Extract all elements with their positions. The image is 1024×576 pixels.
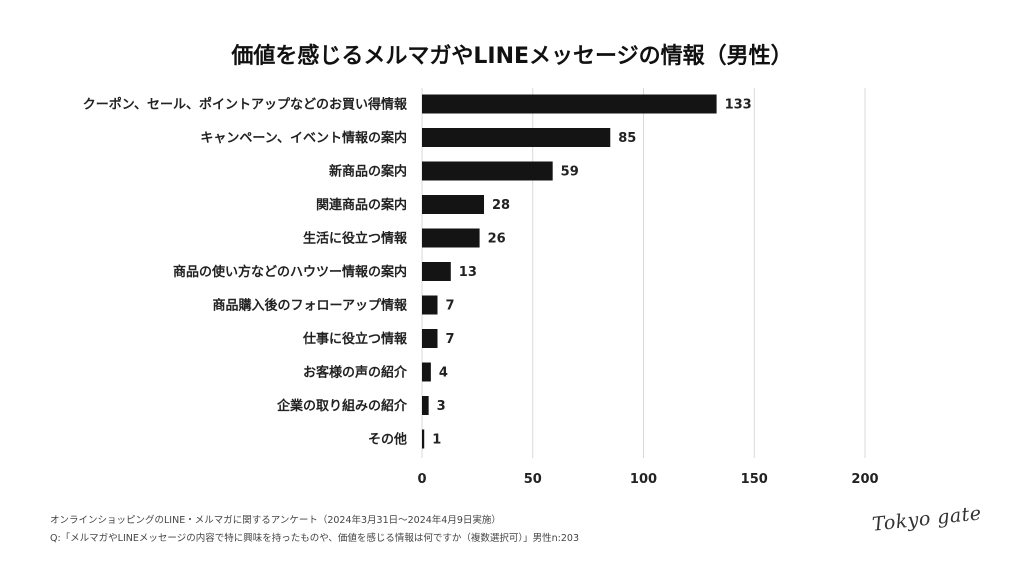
- category-label: 生活に役立つ情報: [303, 231, 408, 247]
- label-layer: クーポン、セール、ポイントアップなどのお買い得情報 133キャンペーン、イベント情…: [83, 97, 752, 448]
- value-label: 7: [446, 299, 455, 314]
- question-note: Q:「メルマガやLINEメッセージの内容で特に興味を持ったものや、価値を感じる情…: [50, 533, 580, 544]
- value-label: 13: [459, 265, 477, 280]
- category-label: お客様の声の紹介: [303, 365, 408, 381]
- x-tick-label: 50: [524, 472, 542, 487]
- category-label: 企業の取り組みの紹介: [276, 398, 408, 414]
- bar: [422, 329, 438, 348]
- bar: [422, 161, 553, 181]
- value-label: 133: [725, 98, 752, 113]
- category-label: その他: [368, 432, 407, 448]
- x-tick-label: 200: [851, 472, 878, 487]
- bar: [422, 94, 717, 114]
- category-label: キャンペーン、イベント情報の案内: [200, 130, 407, 146]
- value-label: 3: [437, 399, 446, 414]
- bar: [422, 128, 611, 147]
- x-tick-label: 0: [417, 472, 426, 487]
- bar: [422, 195, 485, 214]
- category-label: 仕事に役立つ情報: [302, 331, 408, 347]
- category-label: 新商品の案内: [329, 164, 407, 180]
- survey-note: オンラインショッピングのLINE・メルマガに関するアンケート（2024年3月31…: [50, 515, 501, 526]
- category-label: クーポン、セール、ポイントアップなどのお買い得情報: [83, 97, 408, 113]
- tick-layer: 0 50 100 150 200: [417, 472, 878, 487]
- category-label: 商品購入後のフォローアップ情報: [213, 298, 408, 314]
- bar-layer: [422, 94, 717, 449]
- value-label: 59: [561, 165, 579, 180]
- value-label: 85: [618, 131, 636, 146]
- bar: [422, 362, 431, 382]
- value-label: 26: [488, 232, 506, 247]
- category-label: 商品の使い方などのハウツー情報の案内: [173, 264, 407, 280]
- chart-title: 価値を感じるメルマガやLINEメッセージの情報（男性）: [231, 44, 793, 69]
- x-tick-label: 150: [741, 472, 768, 487]
- bar: [422, 396, 429, 415]
- value-label: 1: [432, 433, 441, 448]
- x-tick-label: 100: [630, 472, 657, 487]
- bar: [422, 262, 451, 281]
- value-label: 28: [492, 198, 510, 213]
- category-label: 関連商品の案内: [316, 197, 407, 213]
- bar: [422, 228, 480, 248]
- value-label: 4: [439, 366, 448, 381]
- bar: [422, 429, 425, 449]
- value-label: 7: [446, 332, 455, 347]
- bar: [422, 295, 438, 315]
